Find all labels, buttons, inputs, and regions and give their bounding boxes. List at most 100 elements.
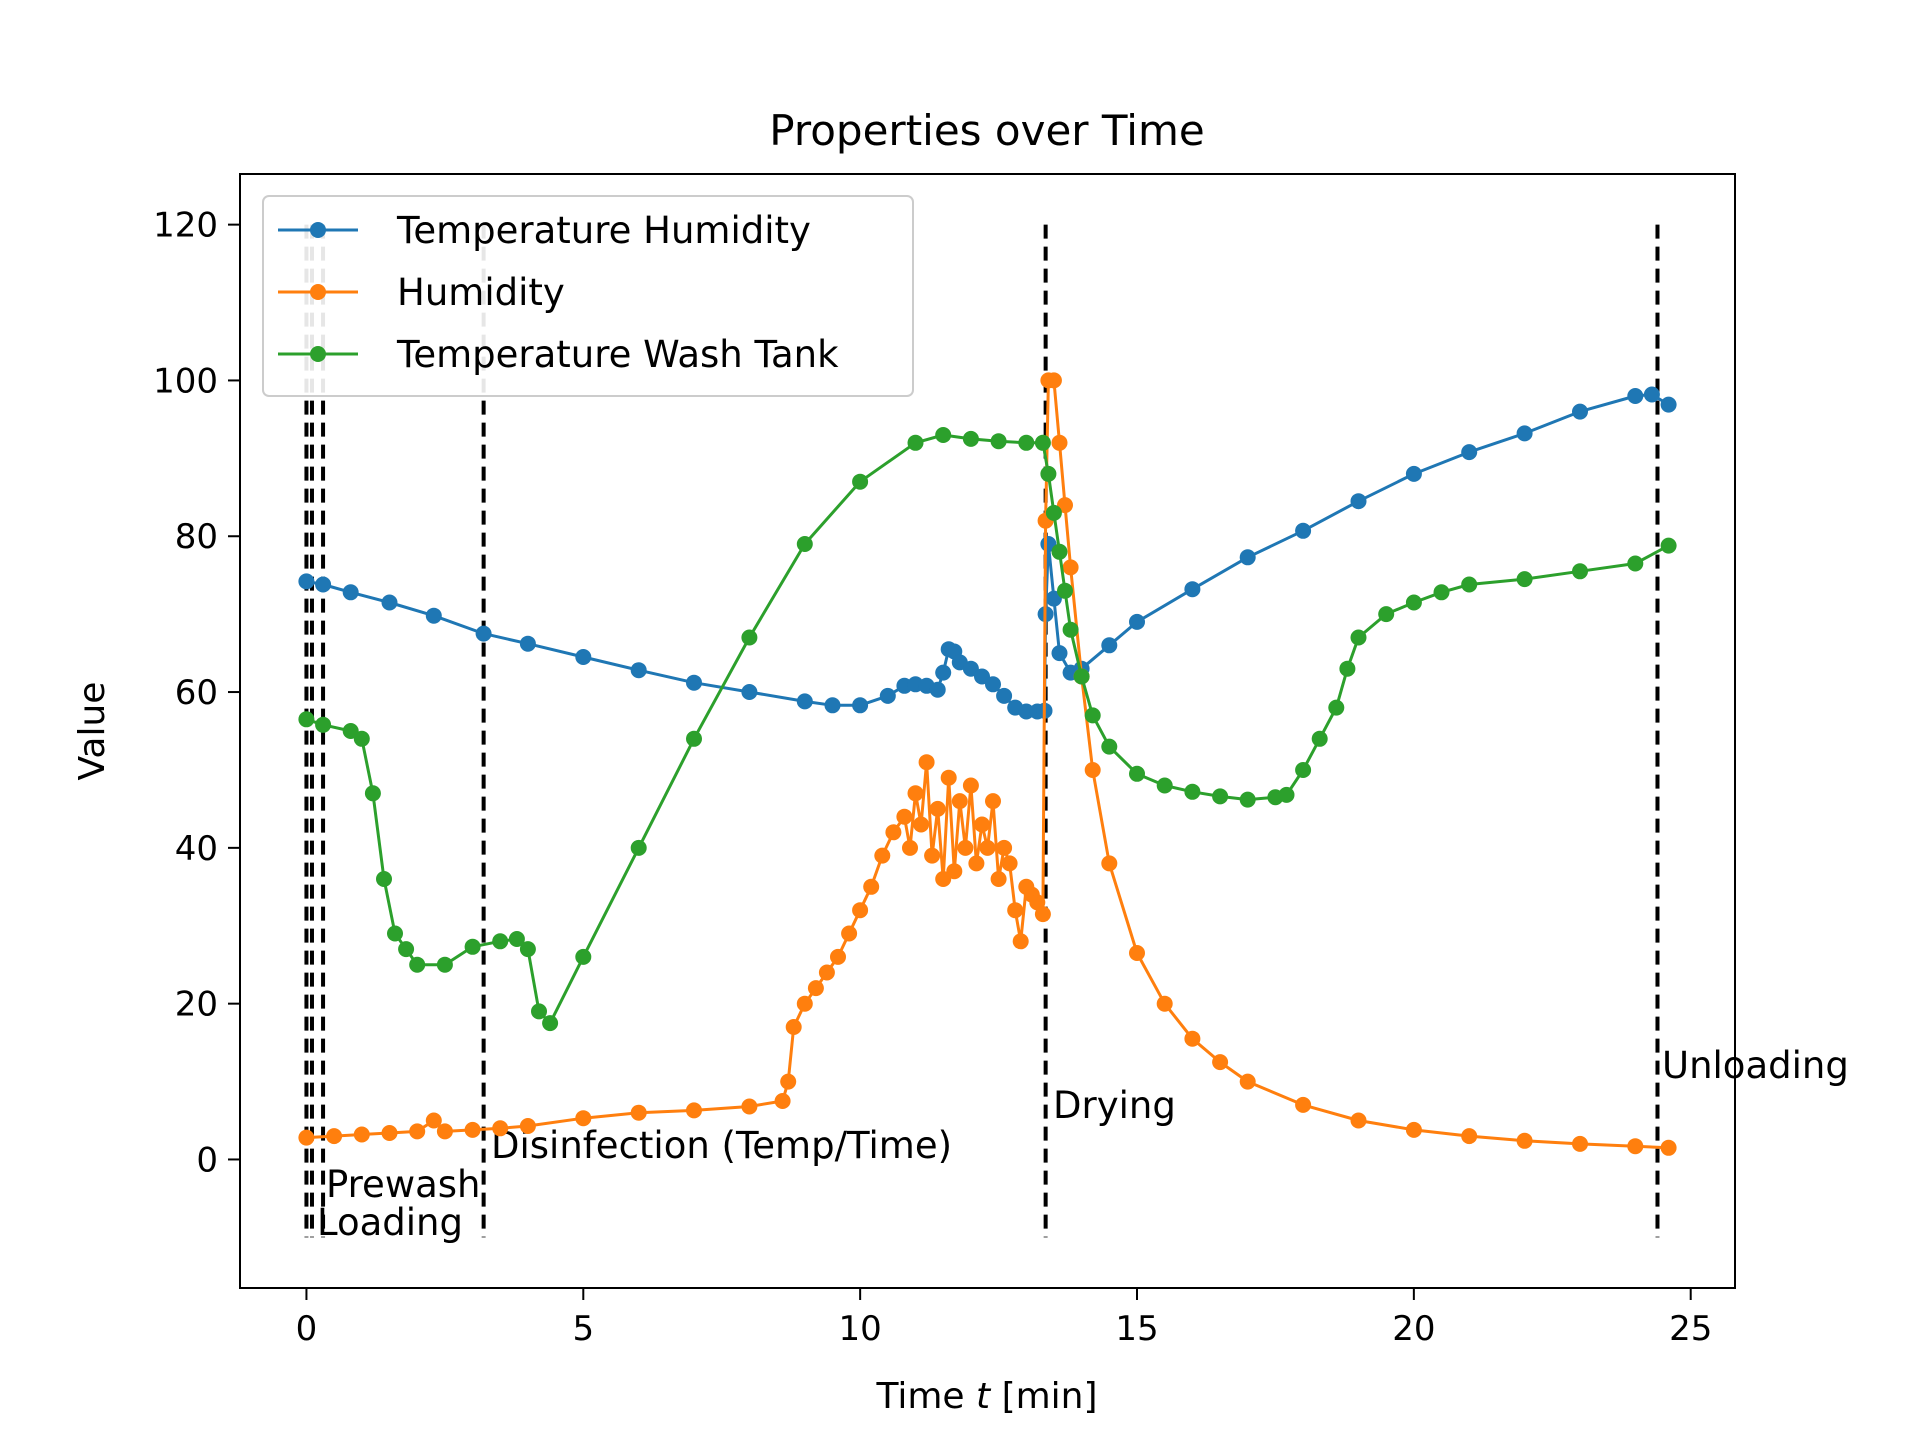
data-point <box>342 584 359 601</box>
x-axis-label: Time t [min] <box>875 1376 1097 1417</box>
data-point <box>1516 425 1533 442</box>
phase-label-4: Drying <box>1053 1084 1176 1127</box>
data-point <box>962 660 979 677</box>
data-point <box>929 800 946 817</box>
data-point <box>353 1126 370 1143</box>
data-point <box>1057 497 1073 514</box>
data-point <box>902 839 918 856</box>
data-point <box>863 878 880 895</box>
data-point <box>1405 594 1422 611</box>
data-point <box>1516 1132 1533 1149</box>
data-point <box>342 723 359 739</box>
data-point <box>918 754 935 771</box>
data-point <box>1034 906 1051 923</box>
data-point <box>1660 396 1677 413</box>
data-point <box>298 711 315 728</box>
data-point <box>575 649 592 665</box>
data-point <box>951 793 968 810</box>
data-point <box>774 1093 791 1109</box>
data-point <box>1101 738 1118 755</box>
data-point <box>387 925 403 942</box>
data-point <box>1461 576 1478 593</box>
data-point <box>376 871 392 887</box>
data-point <box>298 1129 315 1146</box>
data-point <box>896 808 913 825</box>
data-point <box>1045 590 1062 607</box>
data-point <box>464 1121 481 1138</box>
data-point <box>907 434 924 451</box>
series-line-1 <box>306 378 1669 1150</box>
data-point <box>935 664 952 681</box>
data-point <box>874 847 891 864</box>
data-point <box>1129 945 1145 961</box>
data-point <box>741 629 758 646</box>
plot-frame <box>239 173 1736 1289</box>
y-tick-label: 60 <box>175 673 218 713</box>
data-point <box>907 785 924 802</box>
data-point <box>807 980 824 997</box>
data-point <box>985 793 1001 810</box>
y-tick-label: 80 <box>175 517 218 557</box>
data-point <box>519 635 536 652</box>
data-point <box>1018 703 1035 720</box>
data-point <box>1350 1112 1367 1129</box>
data-point <box>1084 707 1101 724</box>
data-point <box>436 1123 453 1140</box>
legend-label: Temperature Wash Tank <box>396 333 839 376</box>
data-point <box>1051 543 1068 560</box>
legend-marker <box>310 346 326 362</box>
data-point <box>1339 660 1356 677</box>
data-point <box>824 697 841 714</box>
data-point <box>957 839 974 856</box>
x-tick-label: 25 <box>1669 1309 1712 1349</box>
data-point <box>1572 1135 1588 1152</box>
data-point <box>1660 1139 1677 1156</box>
y-tick-label: 20 <box>175 985 218 1025</box>
data-point <box>315 576 332 593</box>
series-0 <box>298 386 1677 720</box>
data-point <box>1405 465 1422 482</box>
data-point <box>409 1123 426 1140</box>
data-point <box>1627 555 1644 572</box>
data-point <box>1184 581 1201 598</box>
legend-marker <box>310 222 326 238</box>
data-point <box>492 1120 509 1137</box>
data-point <box>935 427 952 443</box>
data-point <box>1007 902 1024 919</box>
data-point <box>1184 1030 1201 1047</box>
data-point <box>741 1098 758 1115</box>
y-axis: 0 20 40 60 80 100 120 <box>153 206 240 1180</box>
data-point <box>785 1019 802 1035</box>
phase-label-5: Unloading <box>1662 1044 1849 1087</box>
data-point <box>1040 465 1057 482</box>
data-point <box>1045 372 1062 389</box>
data-point <box>879 687 896 704</box>
data-point <box>1184 783 1201 800</box>
data-point <box>464 938 481 955</box>
data-point <box>315 716 332 733</box>
data-point <box>1278 786 1295 803</box>
data-point <box>575 948 592 965</box>
data-point <box>1572 563 1588 580</box>
data-point <box>885 824 902 841</box>
data-point <box>1051 434 1068 451</box>
data-point <box>1156 995 1173 1012</box>
data-point <box>852 473 869 490</box>
data-point <box>1627 1138 1644 1155</box>
x-tick-label: 0 <box>296 1309 318 1349</box>
data-point <box>1516 571 1533 588</box>
x-tick-label: 5 <box>572 1309 594 1349</box>
data-point <box>1212 1054 1229 1071</box>
data-point <box>1461 444 1478 461</box>
data-point <box>508 931 525 947</box>
data-point <box>1129 613 1145 630</box>
data-point <box>686 1102 702 1119</box>
chart-title: Properties over Time <box>769 106 1204 155</box>
data-point <box>364 785 381 802</box>
data-point <box>852 902 869 919</box>
data-point <box>542 1015 559 1032</box>
series-1 <box>298 372 1677 1156</box>
x-tick-label: 10 <box>839 1309 882 1349</box>
data-point <box>575 1110 592 1127</box>
